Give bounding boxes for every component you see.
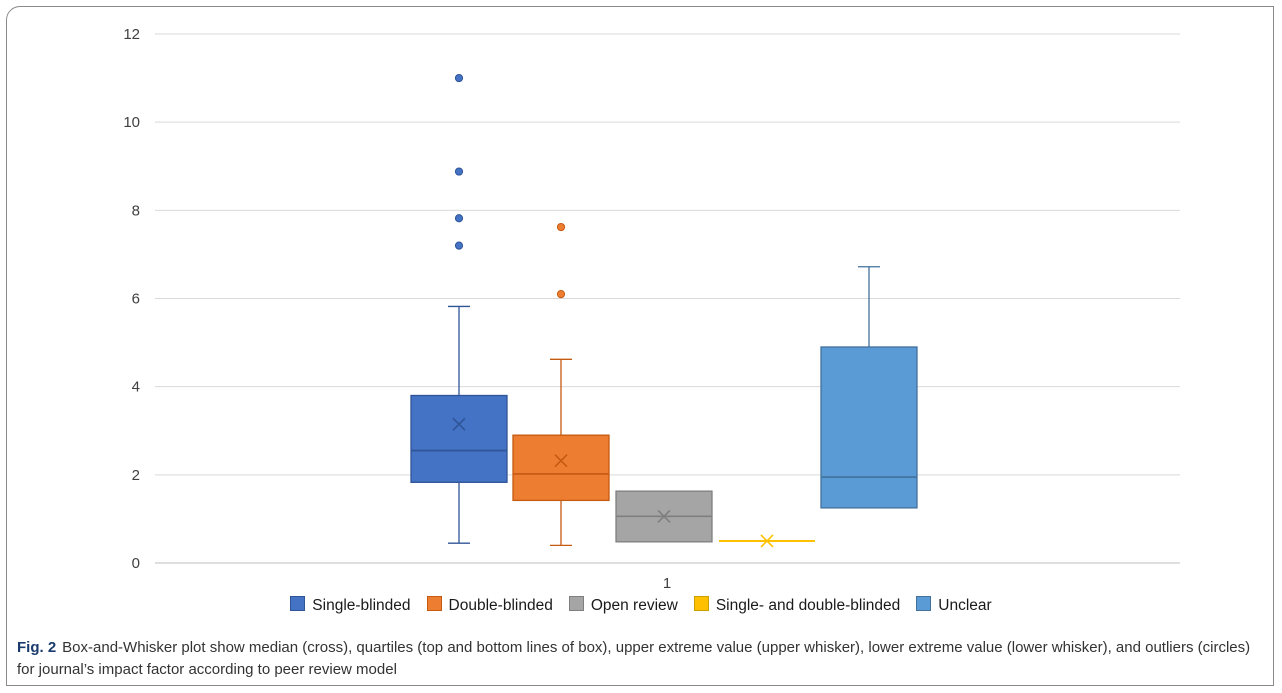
box-rect [820, 346, 918, 509]
figure-frame [6, 6, 1274, 686]
legend-item: Double-blinded [426, 596, 553, 615]
y-tick-label: 8 [132, 202, 140, 219]
legend-swatch [916, 596, 932, 611]
outlier-point [454, 73, 464, 83]
outlier-point [454, 214, 464, 223]
y-axis-ticks: 0 2 4 6 8 10 12 [123, 26, 140, 572]
y-tick-label: 0 [132, 555, 140, 572]
legend-item: Single-blinded [290, 596, 411, 615]
mean-marker [452, 417, 466, 431]
outlier-point [454, 241, 464, 250]
mean-marker [554, 454, 568, 468]
box-open-review [615, 490, 713, 543]
legend-item: Unclear [916, 596, 992, 615]
box-plot-chart: 0 2 4 6 8 10 12 1 [123, 26, 1180, 592]
legend-label: Single- and double-blinded [715, 597, 901, 614]
legend-swatch [693, 596, 709, 611]
y-tick-label: 10 [123, 114, 140, 131]
caption-text: Box-and-Whisker plot show median (cross)… [17, 639, 1251, 678]
y-tick-label: 2 [132, 467, 140, 484]
box-rect [512, 434, 610, 502]
legend-swatch [290, 596, 306, 611]
box-single-blinded [410, 73, 508, 544]
legend-label: Single-blinded [312, 597, 411, 614]
box-single-and-double-blinded [719, 534, 815, 548]
legend-swatch [426, 596, 442, 611]
outlier-point [454, 167, 464, 176]
box-rect [410, 394, 508, 483]
y-tick-label: 12 [123, 26, 140, 43]
outlier-point [556, 289, 566, 299]
x-tick-label: 1 [663, 575, 671, 592]
gridlines [155, 33, 1180, 564]
legend-label: Open review [590, 597, 678, 614]
boxes [410, 73, 918, 548]
box-double-blinded [512, 222, 610, 547]
legend-label: Double-blinded [448, 597, 553, 614]
y-tick-label: 6 [132, 291, 140, 308]
legend-swatch [568, 596, 584, 611]
figure-label: Fig. 2 [17, 639, 57, 656]
outlier-point [556, 222, 566, 232]
legend-item: Open review [568, 596, 678, 615]
legend: Single-blinded Double-blinded Open review S… [0, 596, 1282, 615]
mean-marker [760, 534, 774, 548]
legend-item: Single- and double-blinded [693, 596, 901, 615]
mean-marker [657, 509, 671, 523]
box-unclear [820, 266, 918, 509]
y-tick-label: 4 [132, 379, 140, 396]
figure-caption: Fig. 2 Box-and-Whisker plot show median (… [17, 637, 1257, 681]
legend-label: Unclear [938, 597, 992, 614]
